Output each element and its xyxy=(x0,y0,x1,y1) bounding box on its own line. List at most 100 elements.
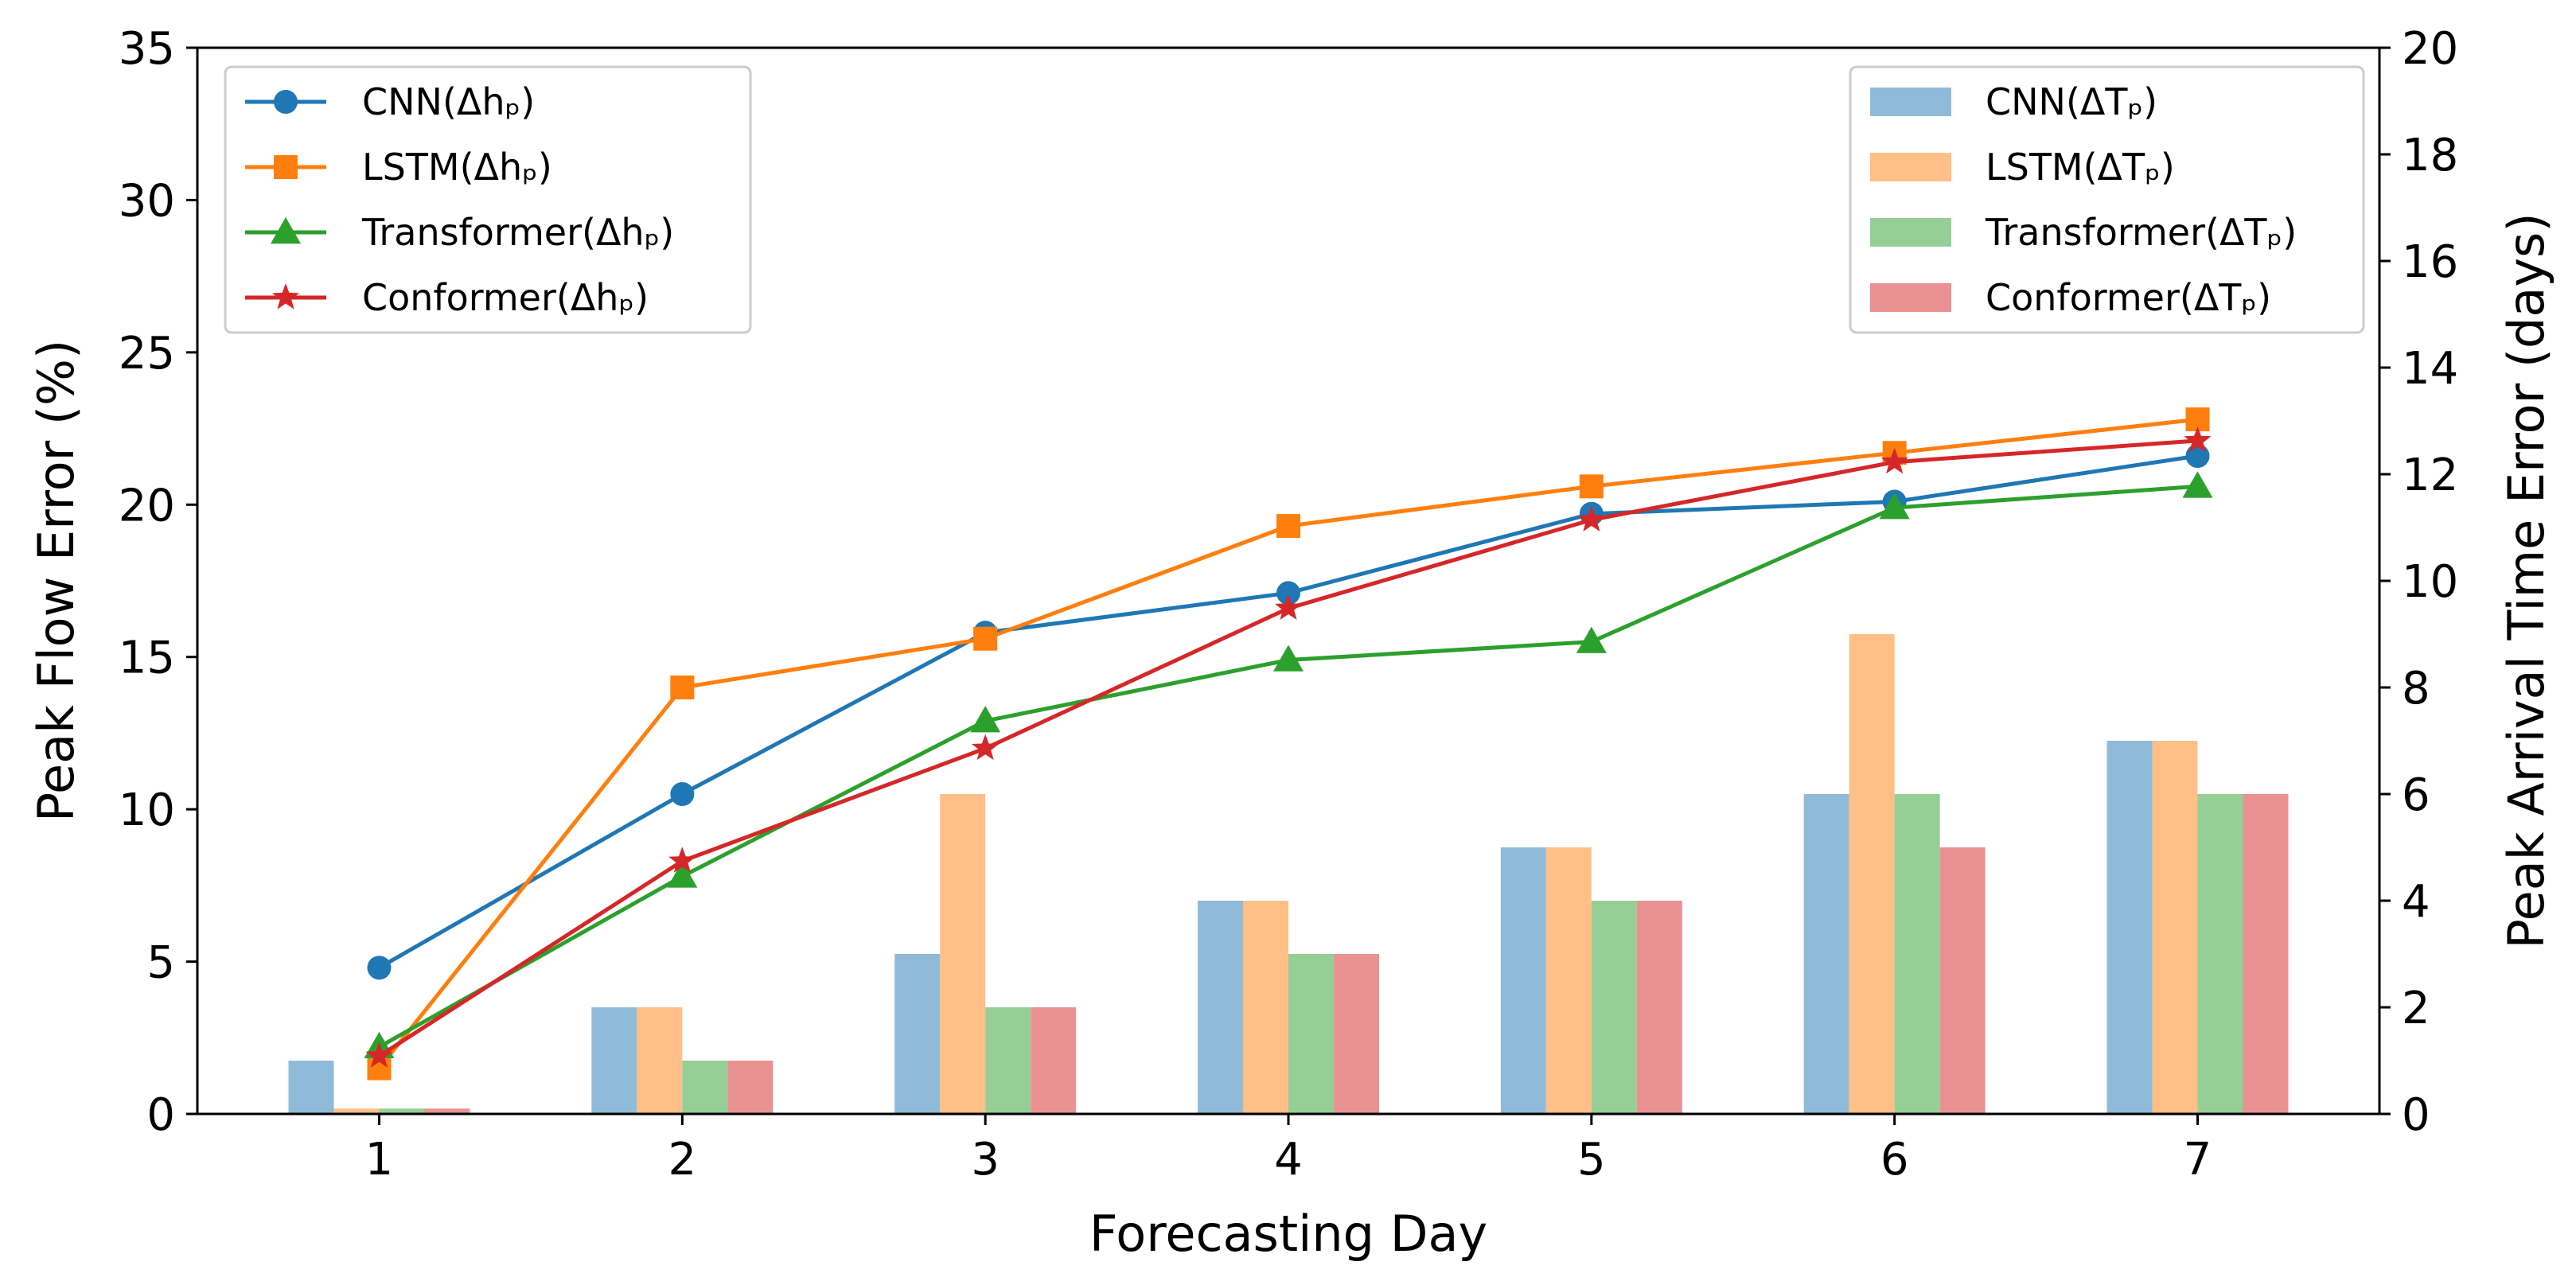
legend-marker-conformerh xyxy=(271,283,300,310)
legend-label-conformerh: Conformer(Δhₚ) xyxy=(362,276,649,319)
legend-marker-lstmh xyxy=(274,155,298,179)
bar-cnnt-day-2 xyxy=(591,1007,637,1114)
bar-conformert-day-1 xyxy=(424,1108,470,1114)
bar-lstmt-day-2 xyxy=(637,1007,683,1114)
bar-cnnt-day-1 xyxy=(288,1061,334,1114)
bar-lstmt-day-1 xyxy=(333,1108,380,1114)
y-left-tick-label: 10 xyxy=(119,785,175,836)
legend-label-cnnh: CNN(Δhₚ) xyxy=(362,80,535,123)
point-transformerh-day-3 xyxy=(970,706,1001,733)
y-right-tick-label: 18 xyxy=(2402,130,2458,181)
x-tick-label: 4 xyxy=(1274,1134,1303,1186)
legend-swatch-cnnt xyxy=(1870,88,1951,116)
bars-layer xyxy=(288,634,2289,1114)
y-axis-left-title: Peak Flow Error (%) xyxy=(27,340,85,822)
bar-conformert-day-2 xyxy=(727,1061,774,1114)
y-right-tick-label: 2 xyxy=(2402,983,2430,1034)
bar-transformert-day-4 xyxy=(1288,954,1334,1114)
y-right-tick-label: 12 xyxy=(2402,450,2458,501)
bar-lstmt-day-3 xyxy=(940,794,986,1114)
x-tick-label: 5 xyxy=(1577,1134,1606,1186)
y-left-tick-label: 35 xyxy=(119,23,175,75)
y-right-tick-label: 8 xyxy=(2402,663,2430,715)
y-left-tick-label: 20 xyxy=(119,480,175,532)
lines-layer xyxy=(364,407,2213,1081)
bar-transformert-day-6 xyxy=(1894,794,1940,1114)
bar-cnnt-day-5 xyxy=(1500,847,1546,1114)
y-left-tick-label: 15 xyxy=(119,633,175,684)
point-lstmh-day-4 xyxy=(1276,514,1300,539)
legend-line-series: CNN(Δhₚ) LSTM(Δhₚ) Transformer(Δhₚ) Conform… xyxy=(224,65,752,334)
point-cnnh-day-4 xyxy=(1276,581,1300,606)
point-cnnh-day-2 xyxy=(670,782,695,806)
y-right-tick-label: 20 xyxy=(2402,23,2458,75)
point-conformerh-day-7 xyxy=(2184,426,2212,453)
point-conformerh-day-2 xyxy=(668,847,696,873)
legend-marker-transformerh xyxy=(271,217,301,244)
bar-cnnt-day-3 xyxy=(894,954,941,1114)
legend-left-box xyxy=(224,65,752,334)
bar-transformert-day-3 xyxy=(985,1007,1031,1114)
y-right-tick-label: 0 xyxy=(2402,1089,2430,1141)
legend-marker-cnnh xyxy=(274,90,298,114)
point-cnnh-day-7 xyxy=(2185,444,2210,469)
x-tick-label: 3 xyxy=(971,1134,1000,1186)
x-axis-title: Forecasting Day xyxy=(1089,1205,1487,1263)
y-left-tick-label: 5 xyxy=(146,937,175,989)
legend-label-lstmt: LSTM(ΔTₚ) xyxy=(1986,146,2175,189)
y-right-tick-label: 6 xyxy=(2402,769,2430,821)
point-transformerh-day-7 xyxy=(2182,471,2213,498)
bar-conformert-day-6 xyxy=(1939,847,1986,1114)
legend-swatch-transformert xyxy=(1870,218,1951,247)
y-left-tick-label: 0 xyxy=(146,1089,175,1141)
y-right-tick-label: 10 xyxy=(2402,556,2458,608)
point-transformerh-day-5 xyxy=(1576,626,1607,653)
legend-label-transformert: Transformer(ΔTₚ) xyxy=(1985,211,2297,254)
bar-lstmt-day-7 xyxy=(2152,741,2198,1114)
point-cnnh-day-1 xyxy=(367,956,392,980)
y-left-tick-label: 30 xyxy=(119,175,175,227)
bar-transformert-day-7 xyxy=(2197,794,2243,1114)
point-transformerh-day-6 xyxy=(1879,493,1910,520)
bar-conformert-day-4 xyxy=(1334,954,1379,1114)
bar-transformert-day-1 xyxy=(379,1108,425,1114)
point-conformerh-day-1 xyxy=(365,1042,393,1068)
y-right-tick-label: 14 xyxy=(2402,343,2458,395)
bar-conformert-day-3 xyxy=(1031,1007,1077,1114)
legend-swatch-lstmt xyxy=(1870,153,1951,181)
bar-transformert-day-5 xyxy=(1591,901,1637,1114)
point-conformerh-day-4 xyxy=(1274,594,1303,620)
point-lstmh-day-5 xyxy=(1579,474,1604,499)
bar-conformert-day-5 xyxy=(1636,901,1682,1114)
y-axis-right-title: Peak Arrival Time Error (days) xyxy=(2497,212,2555,948)
x-tick-label: 2 xyxy=(668,1134,697,1186)
legend-bar-series: CNN(ΔTₚ) LSTM(ΔTₚ) Transformer(ΔTₚ) Conform… xyxy=(1849,65,2365,334)
point-lstmh-day-2 xyxy=(670,676,695,699)
bar-transformert-day-2 xyxy=(682,1061,728,1114)
bar-cnnt-day-7 xyxy=(2106,741,2153,1114)
y-right-tick-label: 16 xyxy=(2402,236,2458,288)
x-tick-label: 1 xyxy=(365,1134,394,1186)
point-lstmh-day-3 xyxy=(973,626,998,651)
legend-right-box xyxy=(1849,65,2365,334)
point-conformerh-day-5 xyxy=(1577,505,1605,532)
bar-lstmt-day-5 xyxy=(1545,847,1592,1114)
bar-lstmt-day-4 xyxy=(1243,901,1288,1114)
y-right-tick-label: 4 xyxy=(2402,876,2430,928)
legend-label-conformert: Conformer(ΔTₚ) xyxy=(1986,276,2271,319)
y-left-tick-label: 25 xyxy=(119,328,175,380)
bar-conformert-day-7 xyxy=(2243,794,2289,1114)
bar-cnnt-day-4 xyxy=(1198,901,1243,1114)
x-tick-label: 6 xyxy=(1880,1134,1909,1186)
legend-label-transformerh: Transformer(Δhₚ) xyxy=(361,211,674,254)
point-transformerh-day-4 xyxy=(1273,644,1304,672)
legend-label-cnnt: CNN(ΔTₚ) xyxy=(1986,80,2157,123)
point-conformerh-day-6 xyxy=(1880,447,1908,474)
point-conformerh-day-3 xyxy=(972,734,1000,761)
legend-label-lstmh: LSTM(Δhₚ) xyxy=(362,146,552,189)
legend-swatch-conformert xyxy=(1870,283,1951,312)
bar-cnnt-day-6 xyxy=(1803,794,1849,1114)
bar-lstmt-day-6 xyxy=(1849,634,1895,1114)
